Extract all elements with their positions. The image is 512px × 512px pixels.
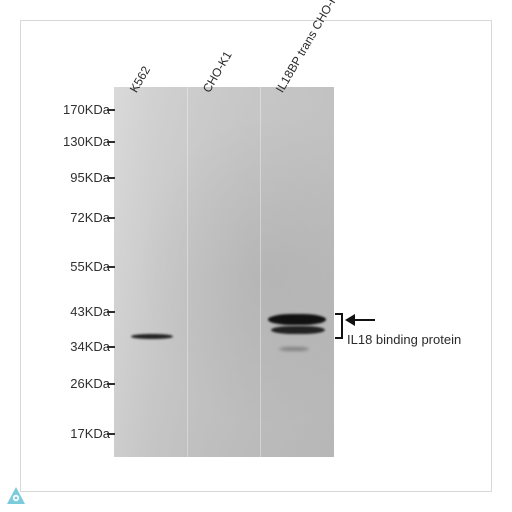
mw-tick — [107, 177, 115, 179]
mw-label-43: 43KDa — [40, 304, 110, 319]
lane-divider — [187, 87, 188, 457]
mw-label-72: 72KDa — [40, 210, 110, 225]
band-lane3-faint — [279, 347, 309, 351]
mw-tick — [107, 266, 115, 268]
mw-tick — [107, 311, 115, 313]
band-lane3-lower — [271, 326, 325, 334]
mw-tick — [107, 141, 115, 143]
figure-container: K562 CHO-K1 IL18BP trans CHO-K1 170KDa 1… — [20, 20, 492, 492]
mw-tick — [107, 433, 115, 435]
mw-tick — [107, 109, 115, 111]
mw-label-170: 170KDa — [40, 102, 110, 117]
mw-label-34: 34KDa — [40, 339, 110, 354]
mw-tick — [107, 383, 115, 385]
mw-label-130: 130KDa — [40, 134, 110, 149]
blot-membrane — [114, 87, 334, 457]
mw-label-55: 55KDa — [40, 259, 110, 274]
lane-dividers — [114, 87, 334, 457]
band-lane3-upper — [268, 314, 326, 325]
mw-label-17: 17KDa — [40, 426, 110, 441]
mw-tick — [107, 217, 115, 219]
arrow-head-icon — [345, 314, 355, 326]
mw-tick — [107, 346, 115, 348]
mw-label-95: 95KDa — [40, 170, 110, 185]
lane-label-3: IL18BP trans CHO-K1 — [273, 0, 344, 95]
arrow-shaft — [355, 319, 375, 321]
band-lane1 — [131, 334, 173, 339]
lane-divider — [260, 87, 261, 457]
watermark-icon — [6, 486, 26, 506]
band-bracket — [335, 313, 343, 339]
mw-label-26: 26KDa — [40, 376, 110, 391]
target-protein-label: IL18 binding protein — [347, 332, 461, 347]
blot-shading — [114, 87, 334, 457]
